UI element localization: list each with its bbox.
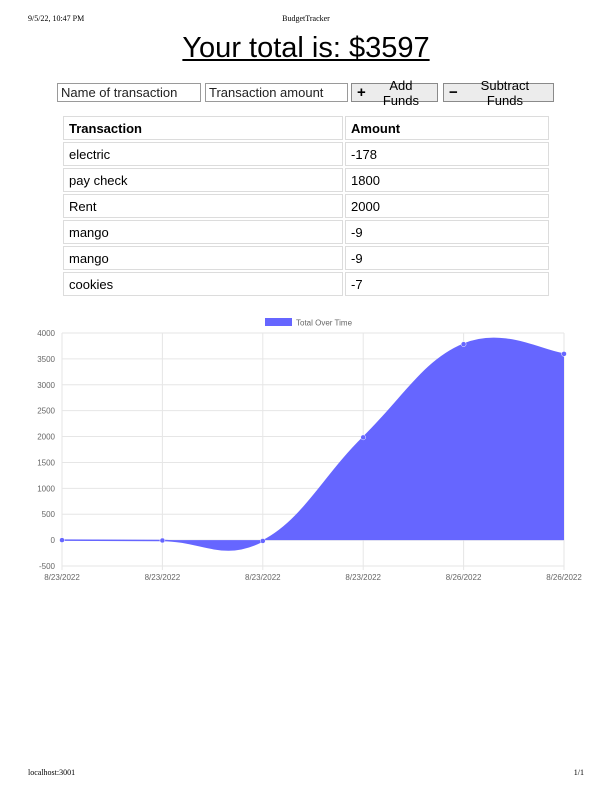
print-url: localhost:3001 xyxy=(28,768,76,777)
series-line xyxy=(61,337,565,551)
transactions-table: Transaction Amount electric -178 pay che… xyxy=(61,114,551,298)
legend-label: Total Over Time xyxy=(296,319,353,328)
data-point xyxy=(59,537,65,543)
print-page-number: 1/1 xyxy=(573,768,584,777)
x-tick-label: 8/23/2022 xyxy=(245,573,281,582)
transaction-name-input[interactable] xyxy=(57,83,201,102)
data-point xyxy=(159,537,166,544)
y-tick-label: 3000 xyxy=(37,381,55,390)
transaction-amount: -7 xyxy=(345,272,549,296)
transaction-amount: 2000 xyxy=(345,194,549,218)
y-tick-label: 1500 xyxy=(37,458,55,467)
add-funds-button[interactable]: + Add Funds xyxy=(351,78,438,108)
data-point xyxy=(460,341,467,347)
y-tick-label: 0 xyxy=(51,536,56,545)
table-row: cookies -7 xyxy=(63,272,549,296)
transaction-name: cookies xyxy=(63,272,343,296)
table-row: pay check 1800 xyxy=(63,168,549,192)
transaction-name: Rent xyxy=(63,194,343,218)
header-transaction: Transaction xyxy=(63,116,343,140)
add-funds-label: Add Funds xyxy=(382,77,419,108)
y-tick-label: 4000 xyxy=(37,329,55,338)
table-row: mango -9 xyxy=(63,246,549,270)
subtract-funds-label: Subtract Funds xyxy=(480,77,530,108)
x-tick-label: 8/26/2022 xyxy=(446,573,482,582)
subtract-funds-button[interactable]: − Subtract Funds xyxy=(443,78,554,108)
data-point xyxy=(260,538,266,544)
x-tick-label: 8/23/2022 xyxy=(345,573,381,582)
x-tick-label: 8/23/2022 xyxy=(44,573,80,582)
legend-swatch xyxy=(265,318,292,326)
transaction-name: electric xyxy=(63,142,343,166)
print-title: BudgetTracker xyxy=(282,14,330,23)
y-tick-label: 3500 xyxy=(37,355,55,364)
transaction-amount: -9 xyxy=(345,220,549,244)
y-tick-label: 500 xyxy=(42,510,56,519)
x-tick-label: 8/23/2022 xyxy=(145,573,181,582)
transaction-amount: 1800 xyxy=(345,168,549,192)
transaction-name: mango xyxy=(63,246,343,270)
transaction-amount: -9 xyxy=(345,246,549,270)
transaction-amount: -178 xyxy=(345,142,549,166)
x-tick-label: 8/26/2022 xyxy=(546,573,582,582)
plus-icon: + xyxy=(357,84,366,101)
table-row: electric -178 xyxy=(63,142,549,166)
y-tick-label: 1000 xyxy=(37,484,55,493)
print-date: 9/5/22, 10:47 PM xyxy=(28,14,85,23)
transaction-amount-input[interactable] xyxy=(205,83,348,102)
minus-icon: − xyxy=(449,84,458,101)
total-heading: Your total is: $3597 xyxy=(182,32,430,64)
table-row: mango -9 xyxy=(63,220,549,244)
transaction-name: pay check xyxy=(63,168,343,192)
transaction-name: mango xyxy=(63,220,343,244)
table-row: Rent 2000 xyxy=(63,194,549,218)
total-over-time-chart: Total Over Time -500 0 500 1000 1500 2000 2500 3… xyxy=(30,315,590,585)
data-point xyxy=(561,351,567,357)
chart-svg: Total Over Time -500 0 500 1000 1500 2000 2500 3… xyxy=(37,318,582,582)
y-tick-label: -500 xyxy=(39,562,56,571)
print-footer: localhost:3001 1/1 xyxy=(0,768,612,780)
table-header-row: Transaction Amount xyxy=(63,116,549,140)
y-tick-label: 2000 xyxy=(37,433,55,442)
print-header: 9/5/22, 10:47 PM BudgetTracker xyxy=(0,14,612,26)
series-area xyxy=(62,338,564,551)
y-tick-label: 2500 xyxy=(37,407,55,416)
data-point xyxy=(360,434,366,441)
header-amount: Amount xyxy=(345,116,549,140)
